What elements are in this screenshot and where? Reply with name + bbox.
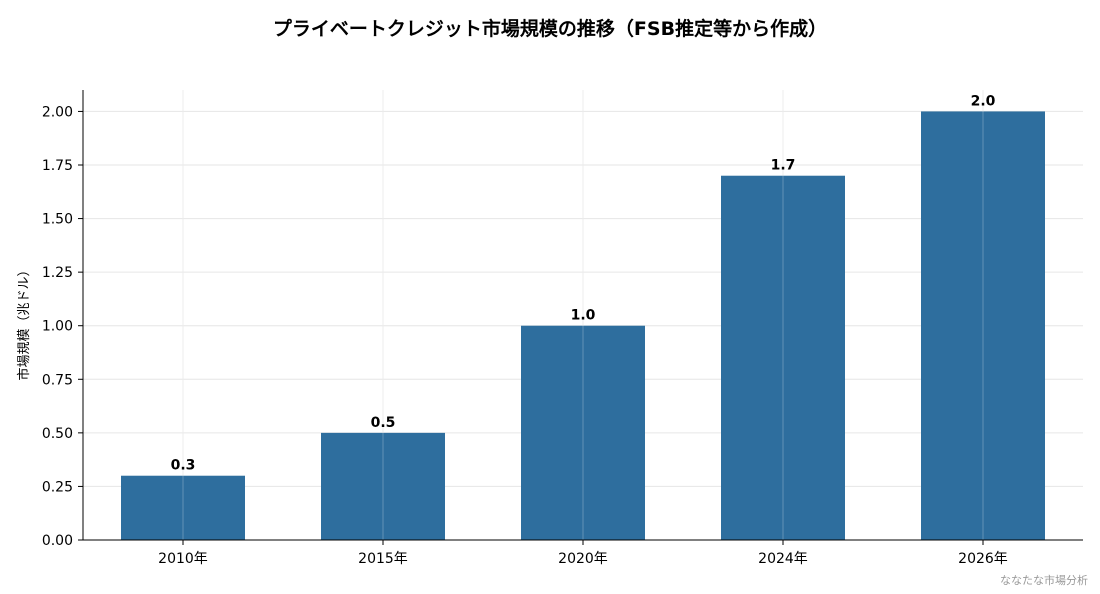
labels: 0.00 0.25 0.50 0.75 1.00 1.25 1.50 1.75 2.00 2010…: [42, 93, 1008, 567]
bar: [121, 475, 245, 540]
chart-title: プライベートクレジット市場規模の推移（FSB推定等から作成）: [272, 18, 828, 40]
x-tick-label: 2020年: [558, 551, 608, 567]
y-tick-label: 0.25: [42, 479, 73, 495]
data-label: 2.0: [971, 93, 996, 109]
bar: [721, 175, 845, 540]
bars: [121, 90, 1045, 540]
y-tick-label: 0.00: [42, 533, 73, 549]
x-tick-label: 2015年: [358, 551, 408, 567]
bar: [321, 432, 445, 540]
bar: [521, 325, 645, 540]
bar: [921, 111, 1045, 540]
x-tick-label: 2026年: [958, 551, 1008, 567]
credit-text: ななたな市場分析: [1000, 574, 1088, 587]
data-label: 1.7: [771, 158, 796, 174]
data-label: 1.0: [571, 308, 596, 324]
y-axis-title: 市場規模（兆ドル）: [16, 263, 32, 380]
y-tick-label: 1.00: [42, 319, 73, 335]
axes: [78, 90, 1083, 545]
data-label: 0.5: [371, 415, 396, 431]
y-tick-label: 0.50: [42, 426, 73, 442]
x-tick-label: 2024年: [758, 551, 808, 567]
data-label: 0.3: [171, 458, 196, 474]
y-tick-label: 1.25: [42, 265, 73, 281]
y-tick-label: 1.50: [42, 212, 73, 228]
y-tick-label: 0.75: [42, 372, 73, 388]
y-tick-label: 1.75: [42, 158, 73, 174]
y-tick-label: 2.00: [42, 104, 73, 120]
x-tick-label: 2010年: [158, 551, 208, 567]
